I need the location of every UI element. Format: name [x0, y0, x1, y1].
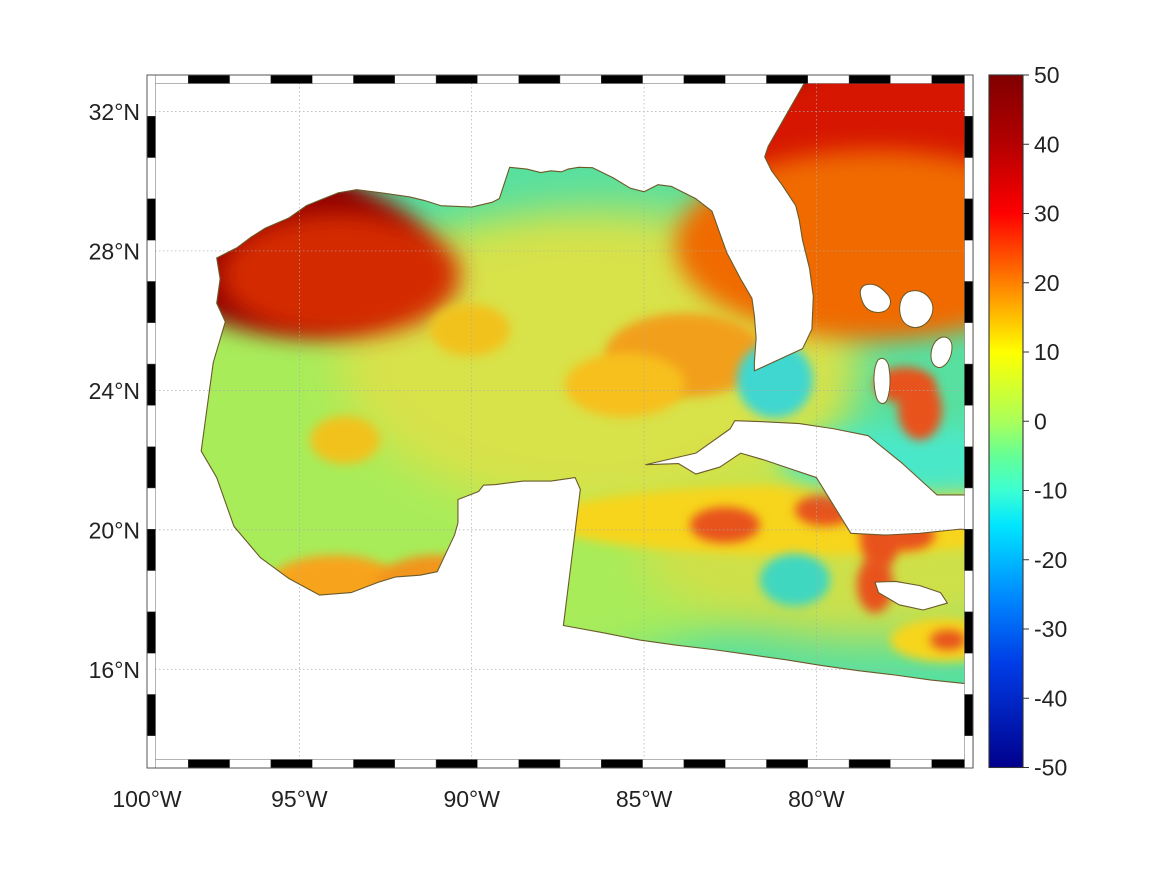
svg-text:100°W: 100°W — [112, 786, 182, 812]
svg-text:-40: -40 — [1034, 685, 1067, 711]
svg-text:-10: -10 — [1034, 478, 1067, 504]
svg-text:85°W: 85°W — [616, 786, 673, 812]
svg-text:80°W: 80°W — [788, 786, 845, 812]
svg-text:16°N: 16°N — [89, 657, 140, 683]
svg-text:20°N: 20°N — [89, 517, 140, 543]
svg-text:0: 0 — [1034, 408, 1047, 434]
svg-text:95°W: 95°W — [271, 786, 328, 812]
svg-text:20: 20 — [1034, 270, 1060, 296]
svg-text:30: 30 — [1034, 201, 1060, 227]
svg-text:90°W: 90°W — [443, 786, 500, 812]
svg-text:28°N: 28°N — [89, 239, 140, 265]
svg-text:10: 10 — [1034, 339, 1060, 365]
svg-text:50: 50 — [1034, 62, 1060, 88]
svg-text:-30: -30 — [1034, 616, 1067, 642]
svg-text:-50: -50 — [1034, 755, 1067, 781]
svg-text:-20: -20 — [1034, 547, 1067, 573]
svg-text:24°N: 24°N — [89, 378, 140, 404]
svg-text:40: 40 — [1034, 131, 1060, 157]
svg-text:32°N: 32°N — [89, 99, 140, 125]
